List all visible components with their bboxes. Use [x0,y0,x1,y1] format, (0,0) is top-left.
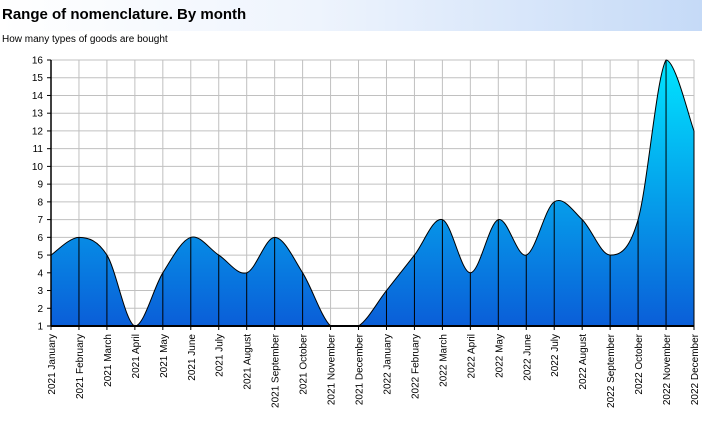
x-tick-label: 2021 April [131,334,142,378]
x-tick-label: 2022 October [634,333,645,394]
y-tick-label: 8 [37,197,43,208]
x-tick-label: 2022 December [690,333,701,405]
x-tick-label: 2021 September [271,333,282,408]
x-tick-label: 2022 June [522,334,533,381]
x-tick-label: 2021 January [47,334,58,395]
x-tick-label: 2022 January [382,334,393,395]
x-tick-label: 2022 November [662,333,673,405]
x-tick-label: 2022 March [438,334,449,387]
y-tick-label: 7 [37,215,43,226]
area-series [50,59,695,327]
x-tick-label: 2021 November [327,333,338,405]
x-tick-label: 2021 May [159,334,170,378]
x-tick-label: 2022 July [550,334,561,377]
y-tick-label: 16 [32,56,44,67]
x-tick-label: 2022 May [494,334,505,378]
y-tick-label: 11 [33,144,44,155]
x-tick-label: 2021 March [103,334,114,387]
y-tick-label: 13 [32,109,44,120]
x-tick-label: 2021 June [187,334,198,381]
y-tick-label: 2 [37,304,43,315]
x-tick-label: 2022 September [606,333,617,408]
y-tick-label: 1 [37,322,43,333]
y-tick-label: 15 [32,73,44,84]
y-tick-label: 14 [32,91,44,102]
x-tick-label: 2021 July [215,334,226,377]
x-tick-label: 2021 December [355,333,366,405]
y-tick-label: 12 [32,126,44,137]
y-tick-label: 3 [37,286,43,297]
area-fill [51,60,694,326]
chart-subtitle: How many types of goods are bought [2,34,168,45]
x-tick-label: 2021 October [299,333,310,394]
y-tick-label: 4 [37,268,43,279]
x-tick-label: 2022 August [578,334,589,390]
axes [47,59,695,330]
title-bar [0,0,702,31]
x-tick-label: 2022 April [466,334,477,378]
series-line [50,59,695,327]
x-tick-label: 2021 February [75,334,86,399]
y-tick-label: 5 [37,251,43,262]
chart-title: Range of nomenclature. By month [2,6,247,23]
y-tick-label: 10 [32,162,44,173]
y-tick-label: 9 [37,180,43,191]
x-tick-label: 2022 February [410,334,421,399]
y-tick-label: 6 [37,233,43,244]
x-tick-label: 2021 August [243,334,254,390]
x-axis-ticks: 2021 January 2021 February 2021 March 2021 … [47,333,701,408]
